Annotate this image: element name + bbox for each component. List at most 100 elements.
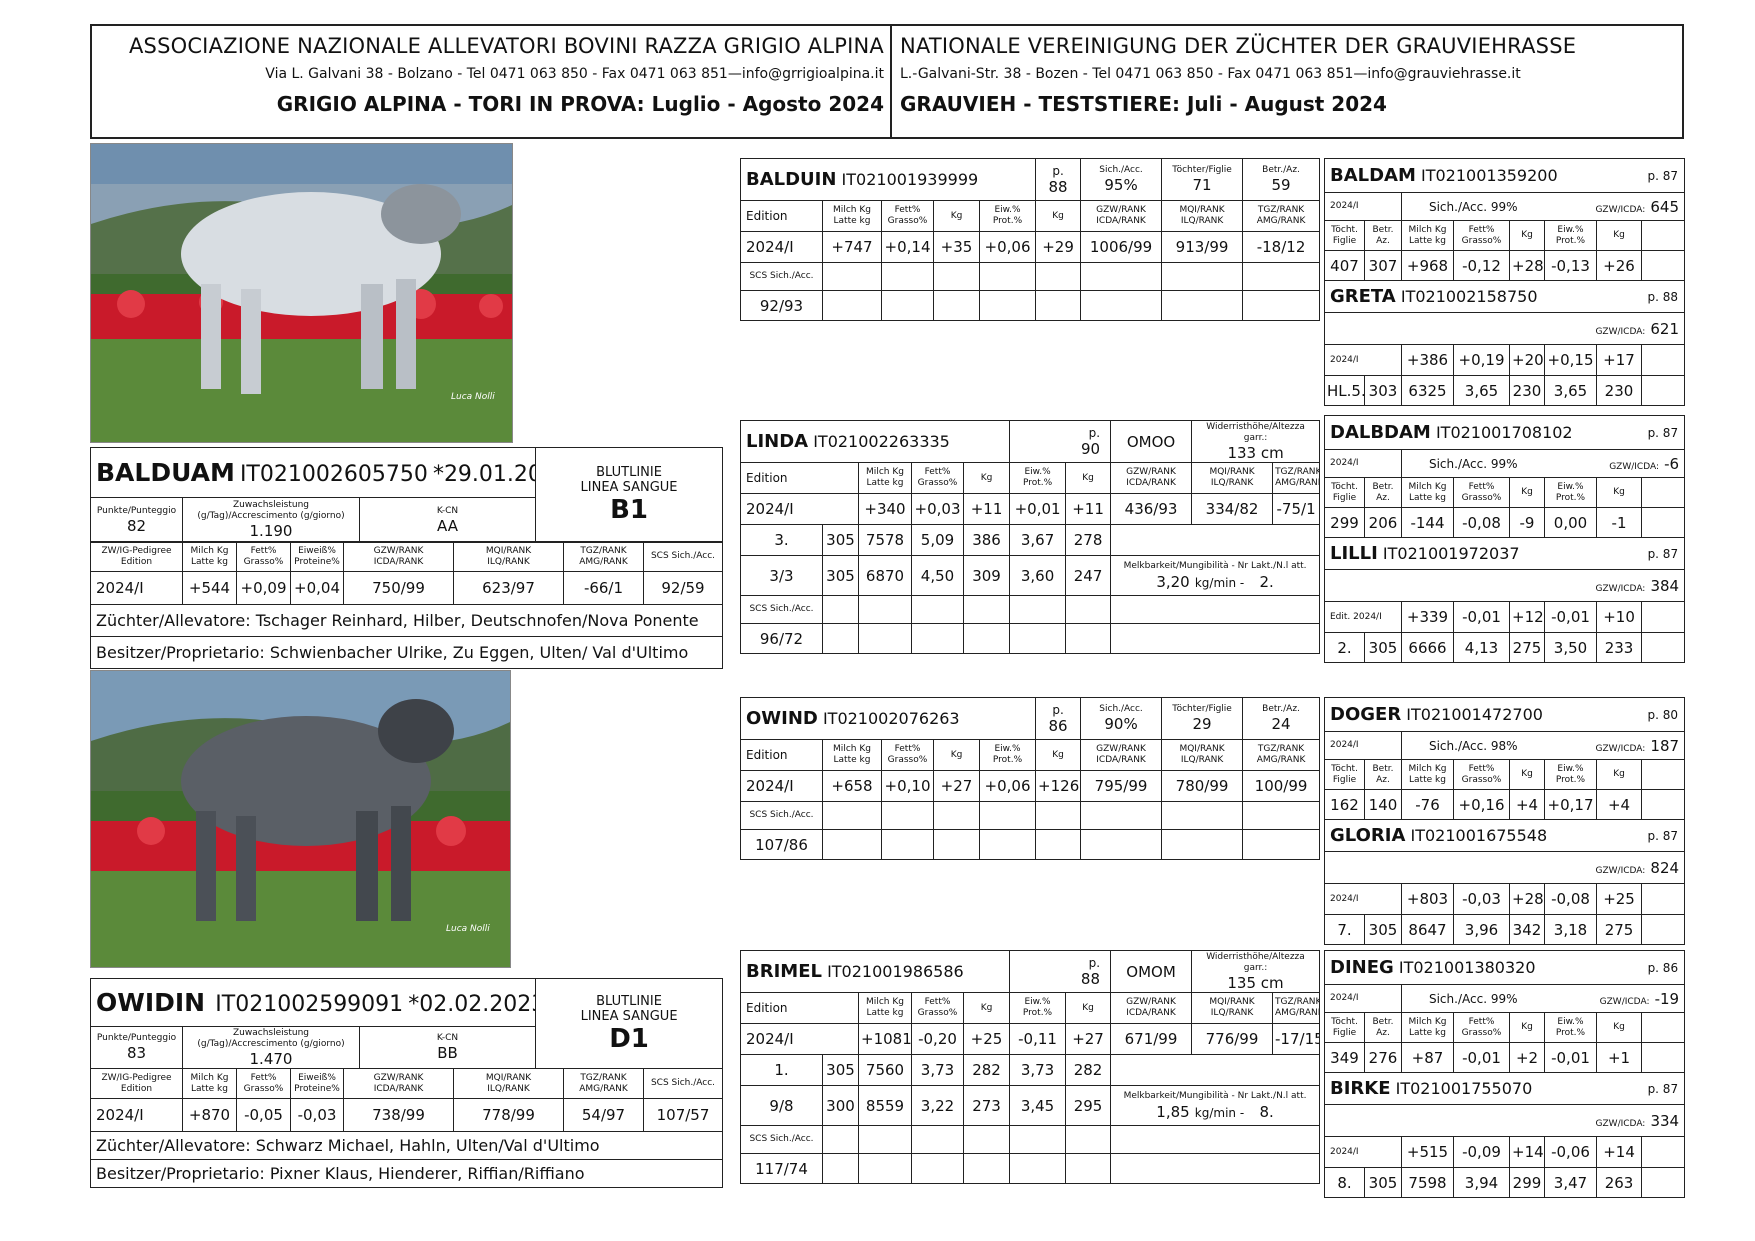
sire1-p: 88 xyxy=(1048,177,1068,196)
sire2-p: 86 xyxy=(1048,716,1068,735)
gp0-sire-gzw: 645 xyxy=(1650,198,1679,216)
sire2-tgz: 100/99 xyxy=(1242,770,1321,802)
header-de-address: L.-Galvani-Str. 38 - Bozen - Tel 0471 06… xyxy=(900,66,1521,82)
sire1-id: IT021001939999 xyxy=(841,170,979,189)
dam1-mqi: 334/82 xyxy=(1191,493,1274,525)
sire2-gzw: 795/99 xyxy=(1080,770,1163,802)
bull1-id: IT021002605750 xyxy=(239,462,428,487)
dam1-fat: +0,03 xyxy=(911,493,964,525)
gp3-dam-lact-no: 8. xyxy=(1324,1167,1365,1198)
protein-kg-header: Kg xyxy=(1035,739,1082,771)
dam1-lact-fat-pct: 5,09 xyxy=(911,524,964,556)
dam2-height-cell: Widerristhöhe/Altezza garr.: 135 cm xyxy=(1191,950,1321,993)
bull1-title: BALDUAM IT021002605750 *29.01.2023 xyxy=(89,447,537,498)
dam1-title: LINDA IT021002263335 xyxy=(739,420,1011,463)
fat-header: Fett% Grasso% xyxy=(236,541,291,572)
milk-header: Milch Kg Latte kg xyxy=(1401,220,1454,251)
milk-header: Milch Kg Latte kg xyxy=(822,200,882,232)
dam1-lact-milk: 7578 xyxy=(858,524,912,556)
gp1-sire-id: IT021001708102 xyxy=(1435,423,1573,442)
gp2-sire-milk: -76 xyxy=(1401,789,1454,820)
gp2-dam-lact-milk: 8647 xyxy=(1401,914,1454,945)
sire1-protein: +0,06 xyxy=(978,231,1037,263)
gzw-header: GZW/RANK ICDA/RANK xyxy=(1080,200,1163,232)
bull1-pedigree-table: ZW/IG-Pedigree Edition Milch Kg Latte kg F… xyxy=(90,541,723,669)
bull2-id: IT021002599091 xyxy=(215,992,404,1017)
scs-header: SCS Sich./Acc. xyxy=(740,262,823,291)
dam1-scs: 96/72 xyxy=(740,623,823,654)
dam1-edition: 2024/I xyxy=(740,493,859,525)
gp2-sire-herds: 140 xyxy=(1364,789,1402,820)
fat-kg-header: Kg xyxy=(1509,477,1545,508)
edition-header: Edition xyxy=(740,992,859,1024)
gp1-sire-fat: -0,08 xyxy=(1453,507,1510,538)
fat-header: Fett% Grasso% xyxy=(1453,220,1510,251)
protein-header: Eiw.% Prot.% xyxy=(1009,992,1067,1024)
sire2-scs: 107/86 xyxy=(740,829,823,860)
gp0-sire-title: BALDAM IT021001359200 xyxy=(1324,158,1642,193)
dam1-lact-prot-kg: 247 xyxy=(1065,555,1112,596)
dam2-table: BRIMEL IT021001986586 p. 88 OMOM Widerris… xyxy=(739,950,1321,1184)
gp2-sire-gzw: 187 xyxy=(1650,737,1680,755)
sire1-milk: +747 xyxy=(822,231,882,263)
bull2-birth: *02.02.2023 xyxy=(408,992,536,1017)
gp1-sire-herds: 206 xyxy=(1364,507,1402,538)
gp0-sire-gzw-cell: GZW/ICDA: 645 xyxy=(1544,192,1685,221)
gp2-dam-protein-kg: +25 xyxy=(1595,883,1643,915)
gp2-dam-lact-no: 7. xyxy=(1324,914,1365,945)
protein-kg-header: Kg xyxy=(1065,462,1112,494)
gp1-dam-name: LILLI xyxy=(1330,543,1378,564)
herds-header: Betr. Az. xyxy=(1364,477,1402,508)
dam2-lact-days: 305 xyxy=(822,1054,859,1086)
gp3-sire-title: DINEG IT021001380320 xyxy=(1323,950,1642,985)
gp1-dam-lact-milk: 6666 xyxy=(1401,632,1454,663)
gp2-sire-protein-kg: +4 xyxy=(1595,789,1643,820)
scs-header: SCS Sich./Acc. xyxy=(643,541,723,572)
protein-header: Eiw.% Prot.% xyxy=(1544,759,1597,790)
gp3-sire-protein-kg: +1 xyxy=(1595,1042,1643,1073)
sire1-tgz: -18/12 xyxy=(1242,231,1321,263)
score-label: Punkte/Punteggio xyxy=(96,1033,177,1043)
tgz-header: TGZ/RANK AMG/RANK xyxy=(1242,739,1321,771)
gp0-sire-daughters: 407 xyxy=(1324,250,1365,281)
tgz-header: TGZ/RANK AMG/RANK xyxy=(563,1068,644,1099)
gp3-sire-milk: +87 xyxy=(1401,1042,1454,1073)
fat-kg-header: Kg xyxy=(1509,1012,1545,1043)
bull1-gzw: 750/99 xyxy=(343,571,454,605)
bull2-gzw: 738/99 xyxy=(343,1098,454,1132)
dam2-lact-fat-pct: 3,22 xyxy=(911,1085,964,1126)
protein-kg-header: Kg xyxy=(1065,992,1112,1024)
protein-kg-header: Kg xyxy=(1035,200,1082,232)
header-italian: ASSOCIAZIONE NAZIONALE ALLEVATORI BOVINI… xyxy=(92,26,892,137)
dam1-fat-kg: +11 xyxy=(962,493,1011,525)
gp0-dam-id: IT021002158750 xyxy=(1400,287,1538,306)
bull1-growth: 1.190 xyxy=(249,522,293,540)
dam2-p: 88 xyxy=(1080,969,1101,988)
mqi-header: MQI/RANK ILQ/RANK xyxy=(453,1068,564,1099)
protein-header: Eiw.% Prot.% xyxy=(978,200,1037,232)
gp0-dam-title: GRETA IT021002158750 xyxy=(1324,280,1642,313)
gp2-sire-protein: +0,17 xyxy=(1544,789,1597,820)
dam2-lact-milk: 8559 xyxy=(858,1085,912,1126)
dam2-code: OMOM xyxy=(1110,950,1193,993)
gp3-dam-edition: 2024/I xyxy=(1324,1136,1402,1168)
growth-label: Zuwachsleistung (g/Tag)/Accrescimento (g… xyxy=(197,500,345,521)
sire2-protein: +0,06 xyxy=(978,770,1037,802)
sire1-toechter-cell: Töchter/Figlie 71 xyxy=(1161,158,1244,201)
daughters-header: Töcht. Figlie xyxy=(1324,220,1365,251)
dam2-milk: +1081 xyxy=(858,1023,912,1055)
bull2-info-table: OWIDIN IT021002599091 *02.02.2023 BLUTLI… xyxy=(89,978,724,1069)
gp1-sire-p: p. 87 xyxy=(1641,415,1686,450)
fat-kg-header: Kg xyxy=(962,992,1011,1024)
dam1-name: LINDA xyxy=(746,431,809,452)
gp2-table: DOGER IT021001472700 p. 80 2024/I Sich./… xyxy=(1323,697,1686,945)
dam2-gzw: 671/99 xyxy=(1110,1023,1193,1055)
sire1-sich: 95% xyxy=(1104,176,1138,194)
gp0-dam-lact-fat-pct: 3,65 xyxy=(1453,375,1510,406)
gp3-sire-herds: 276 xyxy=(1364,1042,1402,1073)
dam2-fat: -0,20 xyxy=(911,1023,964,1055)
fat-header: Fett% Grasso% xyxy=(1453,759,1510,790)
dam2-lact-prot-pct: 3,45 xyxy=(1009,1085,1067,1126)
dam1-lact-no: 3. xyxy=(740,524,823,556)
mqi-header: MQI/RANK ILQ/RANK xyxy=(1191,992,1274,1024)
